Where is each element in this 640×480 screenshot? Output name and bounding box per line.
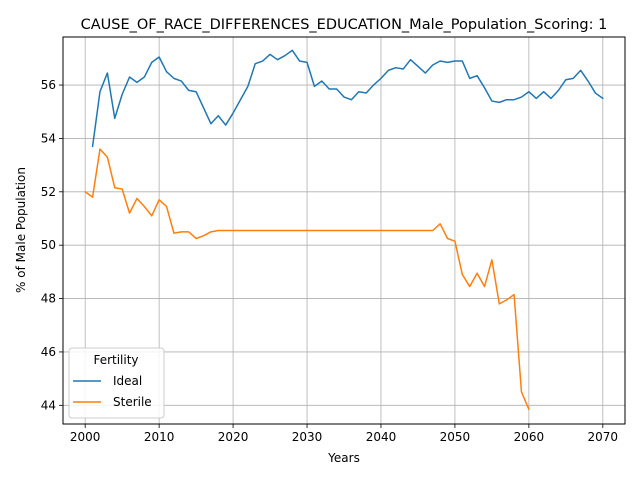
x-tick-label: 2020 [218,430,249,444]
y-tick-label: 54 [41,131,56,145]
y-tick-label: 46 [41,345,56,359]
x-tick-label: 2070 [588,430,619,444]
x-tick-label: 2000 [70,430,101,444]
legend-title: Fertility [93,353,138,367]
legend: Fertility Ideal Sterile [68,347,165,419]
x-tick-label: 2040 [366,430,397,444]
y-tick-label: 52 [41,185,56,199]
y-tick-label: 44 [41,398,56,412]
x-tick-label: 2010 [144,430,175,444]
x-tick-label: 2060 [514,430,545,444]
x-tick-label: 2050 [440,430,471,444]
legend-label-sterile: Sterile [113,395,152,409]
x-axis-label: Years [327,451,360,465]
chart-title: CAUSE_OF_RACE_DIFFERENCES_EDUCATION_Male… [81,17,608,33]
legend-box [68,347,165,419]
y-axis-ticks: 44 46 48 50 52 54 56 [41,78,63,412]
plot-frame [62,36,626,425]
y-tick-label: 56 [41,78,56,92]
series-line-sterile [84,148,530,411]
x-axis-ticks: 2000 2010 2020 2030 2040 2050 2060 2070 [70,424,618,444]
x-tick-label: 2030 [292,430,323,444]
series-lines [84,49,604,411]
legend-label-ideal: Ideal [113,374,142,388]
y-tick-label: 50 [41,238,56,252]
y-tick-label: 48 [41,292,56,306]
series-line-ideal [91,49,604,148]
y-axis-label: % of Male Population [14,167,28,293]
